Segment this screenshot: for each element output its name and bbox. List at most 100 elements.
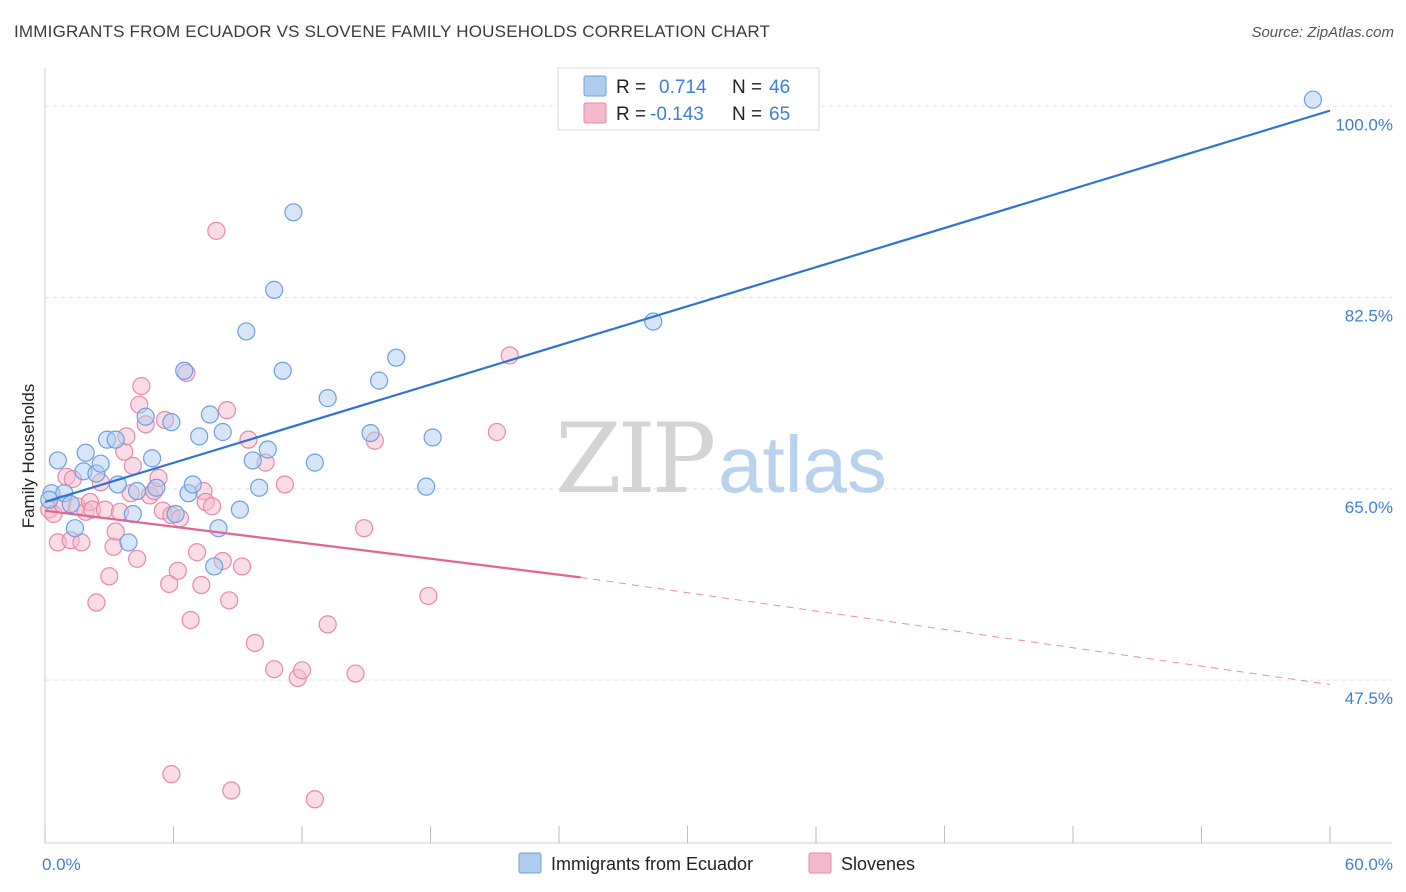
- legend-r-value-slovenes: -0.143: [650, 104, 704, 125]
- trend-line-2: [580, 576, 1331, 685]
- point-slovenes-52: [265, 660, 284, 679]
- point-ecuador-28: [237, 322, 256, 341]
- series-slovenes: [40, 221, 519, 809]
- legend-r-label-ecuador: R =: [616, 77, 646, 98]
- point-ecuador-37: [361, 423, 380, 443]
- point-slovenes-15: [100, 567, 119, 586]
- watermark-atlas: atlas: [718, 420, 887, 509]
- tick-labels: 47.5% 65.0% 82.5% 100.0% 0.0% 60.0%: [42, 115, 1393, 874]
- point-ecuador-15: [142, 449, 162, 468]
- bottom-legend-swatch-slovenes: [808, 852, 832, 874]
- point-slovenes-22: [123, 456, 142, 475]
- point-slovenes-43: [207, 221, 226, 240]
- source-label: Source: ZipAtlas.com: [1251, 24, 1394, 41]
- point-ecuador-43: [1303, 90, 1322, 109]
- point-slovenes-16: [104, 537, 123, 556]
- point-slovenes-42: [202, 497, 222, 516]
- point-ecuador-39: [387, 348, 406, 367]
- y-tick-label-3: 100.0%: [1335, 115, 1393, 134]
- point-ecuador-35: [305, 453, 324, 472]
- watermark: ZIP atlas: [555, 403, 887, 515]
- gridlines: [45, 105, 1392, 681]
- y-tick-label-2: 82.5%: [1345, 307, 1393, 326]
- point-ecuador-34: [284, 203, 303, 222]
- point-ecuador-11: [119, 533, 138, 552]
- point-slovenes-34: [168, 561, 187, 580]
- point-ecuador-41: [423, 428, 442, 447]
- point-slovenes-56: [305, 790, 324, 809]
- point-ecuador-24: [205, 557, 224, 576]
- point-ecuador-18: [166, 504, 185, 524]
- point-ecuador-13: [127, 481, 147, 501]
- point-slovenes-14: [95, 500, 115, 519]
- bottom-legend: Immigrants from Ecuador Slovenes: [518, 852, 915, 874]
- trend-lines: [44, 109, 1331, 685]
- point-ecuador-38: [370, 371, 389, 390]
- point-slovenes-23: [127, 549, 147, 568]
- point-ecuador-9: [106, 430, 125, 449]
- point-slovenes-62: [487, 422, 506, 442]
- point-slovenes-39: [192, 575, 211, 595]
- watermark-zip: ZIP: [555, 403, 714, 515]
- trend-line-0: [44, 109, 1331, 504]
- y-tick-label-1: 65.0%: [1345, 498, 1393, 517]
- point-ecuador-36: [318, 389, 337, 408]
- point-ecuador-21: [183, 475, 202, 494]
- point-ecuador-33: [273, 361, 292, 380]
- point-slovenes-38: [187, 543, 207, 562]
- point-ecuador-30: [250, 478, 269, 497]
- point-slovenes-57: [318, 615, 337, 634]
- point-slovenes-64: [162, 765, 181, 784]
- top-legend: R = 0.714 N = 46 R = -0.143 N = 65: [557, 67, 820, 131]
- point-slovenes-47: [222, 781, 241, 800]
- legend-n-value-slovenes: 65: [769, 104, 790, 125]
- point-slovenes-53: [275, 475, 294, 494]
- axes: [44, 68, 1392, 844]
- legend-n-value-ecuador: 46: [769, 77, 790, 98]
- point-ecuador-27: [230, 500, 249, 519]
- chart-title: IMMIGRANTS FROM ECUADOR VS SLOVENE FAMIL…: [14, 22, 771, 41]
- point-ecuador-16: [147, 478, 166, 497]
- point-slovenes-25: [132, 376, 151, 396]
- point-slovenes-37: [181, 610, 200, 630]
- y-axis-label: Family Households: [19, 384, 38, 529]
- point-ecuador-1: [48, 451, 67, 470]
- x-tick-label-0: 0.0%: [42, 855, 81, 874]
- legend-r-label-slovenes: R =: [616, 104, 646, 125]
- bottom-legend-swatch-ecuador: [518, 852, 542, 874]
- point-ecuador-17: [162, 413, 181, 432]
- legend-r-value-ecuador: 0.714: [659, 77, 707, 98]
- legend-n-label-slovenes: N =: [732, 104, 762, 125]
- point-slovenes-59: [355, 519, 374, 538]
- point-ecuador-40: [417, 477, 436, 496]
- point-slovenes-58: [346, 664, 365, 683]
- point-ecuador-14: [136, 407, 155, 426]
- y-tick-label-0: 47.5%: [1345, 689, 1393, 708]
- point-slovenes-45: [217, 401, 237, 420]
- bottom-legend-label-ecuador: Immigrants from Ecuador: [551, 854, 753, 874]
- point-slovenes-17: [106, 522, 125, 541]
- point-slovenes-32: [160, 574, 179, 594]
- point-slovenes-46: [220, 591, 239, 610]
- series-ecuador: [40, 90, 1322, 576]
- point-slovenes-61: [419, 586, 438, 606]
- point-ecuador-7: [91, 454, 110, 473]
- x-tick-label-1: 60.0%: [1345, 855, 1393, 874]
- point-ecuador-22: [190, 427, 209, 446]
- legend-swatch-slovenes: [583, 102, 607, 124]
- point-ecuador-19: [175, 361, 194, 380]
- bottom-legend-label-slovenes: Slovenes: [841, 854, 915, 874]
- point-ecuador-26: [213, 422, 232, 442]
- point-ecuador-45: [61, 495, 80, 514]
- point-ecuador-23: [200, 405, 220, 424]
- point-slovenes-50: [245, 633, 264, 653]
- trend-line-1: [44, 509, 581, 579]
- legend-swatch-ecuador: [583, 75, 607, 97]
- point-ecuador-5: [76, 443, 95, 462]
- point-slovenes-12: [87, 593, 106, 612]
- point-ecuador-3: [65, 519, 85, 538]
- point-ecuador-29: [243, 451, 262, 470]
- point-ecuador-32: [265, 280, 284, 299]
- point-ecuador-31: [258, 440, 277, 459]
